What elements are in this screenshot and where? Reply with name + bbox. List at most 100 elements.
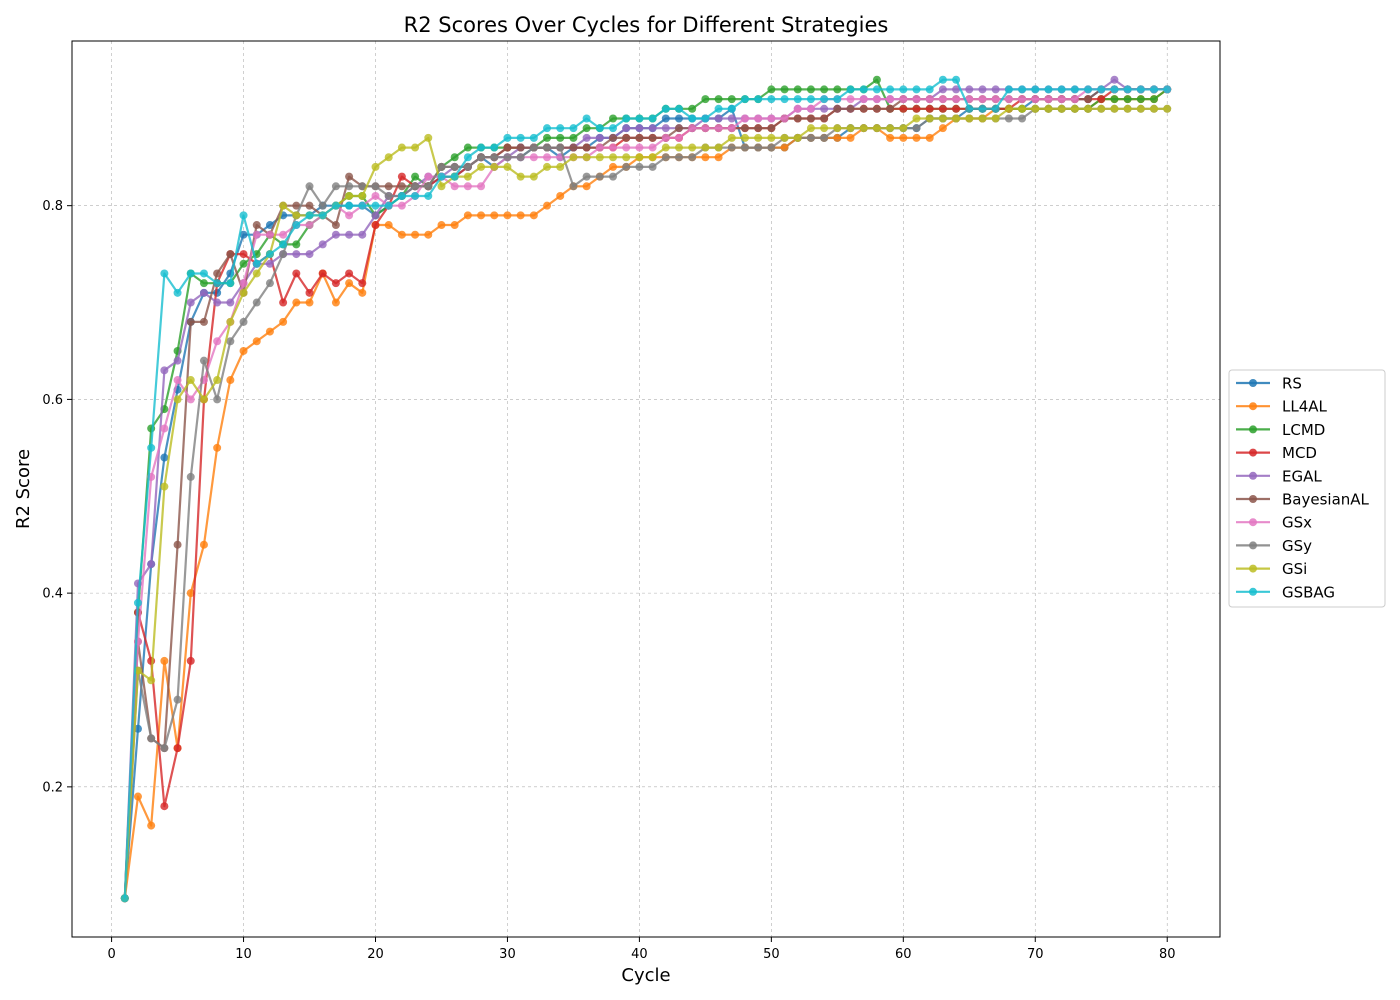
data-point xyxy=(727,133,736,142)
data-point xyxy=(1057,95,1066,104)
y-tick-label: 0.4 xyxy=(42,587,63,602)
data-point xyxy=(331,221,340,230)
data-point xyxy=(384,201,393,210)
data-point xyxy=(279,240,288,249)
data-point xyxy=(186,317,195,326)
data-point xyxy=(833,95,842,104)
data-point xyxy=(292,269,301,278)
legend-label: LL4AL xyxy=(1282,398,1328,416)
x-tick-label: 50 xyxy=(763,947,780,962)
data-point xyxy=(938,104,947,113)
data-point xyxy=(833,85,842,94)
data-point xyxy=(965,85,974,94)
data-point xyxy=(1163,85,1172,94)
legend-entry-mcd: MCD xyxy=(1236,444,1317,462)
data-point xyxy=(424,182,433,191)
data-point xyxy=(305,298,314,307)
data-point xyxy=(1018,95,1027,104)
data-point xyxy=(437,172,446,181)
data-point xyxy=(622,153,631,162)
data-point xyxy=(648,114,657,123)
data-point xyxy=(754,95,763,104)
data-point xyxy=(450,221,459,230)
data-point xyxy=(925,104,934,113)
data-point xyxy=(397,191,406,200)
data-point xyxy=(490,211,499,220)
data-point xyxy=(160,656,169,665)
data-point xyxy=(450,153,459,162)
data-point xyxy=(279,298,288,307)
x-tick-label: 30 xyxy=(499,947,516,962)
y-axis: 0.2 0.4 0.6 0.8 xyxy=(42,199,72,795)
data-point xyxy=(780,133,789,142)
data-point xyxy=(609,153,618,162)
data-point xyxy=(952,85,961,94)
data-point xyxy=(925,114,934,123)
data-point xyxy=(199,269,208,278)
data-point xyxy=(872,124,881,133)
data-point xyxy=(371,221,380,230)
data-point xyxy=(147,443,156,452)
data-point xyxy=(437,221,446,230)
data-point xyxy=(173,288,182,297)
legend-label: LCMD xyxy=(1282,421,1325,439)
data-point xyxy=(239,279,248,288)
data-point xyxy=(503,211,512,220)
data-point xyxy=(331,298,340,307)
data-point xyxy=(1110,95,1119,104)
data-point xyxy=(806,95,815,104)
data-point xyxy=(529,133,538,142)
data-point xyxy=(740,114,749,123)
data-point xyxy=(899,133,908,142)
data-point xyxy=(411,230,420,239)
data-point xyxy=(661,133,670,142)
data-point xyxy=(688,104,697,113)
data-point xyxy=(912,124,921,133)
data-point xyxy=(727,143,736,152)
data-point xyxy=(463,143,472,152)
data-point xyxy=(1018,85,1027,94)
data-point xyxy=(1018,114,1027,123)
data-point xyxy=(543,162,552,171)
data-point xyxy=(292,201,301,210)
data-point xyxy=(384,153,393,162)
data-point xyxy=(859,104,868,113)
data-point xyxy=(133,598,142,607)
data-point xyxy=(1097,95,1106,104)
legend-swatch-marker xyxy=(1249,471,1257,480)
data-point xyxy=(780,143,789,152)
data-point xyxy=(305,182,314,191)
data-point xyxy=(820,133,829,142)
data-point xyxy=(543,143,552,152)
data-point xyxy=(569,153,578,162)
data-point xyxy=(463,211,472,220)
data-point xyxy=(635,124,644,133)
data-point xyxy=(833,104,842,113)
data-point xyxy=(265,259,274,268)
data-point xyxy=(199,540,208,549)
data-point xyxy=(1031,85,1040,94)
plot-series xyxy=(120,75,1172,903)
data-point xyxy=(569,182,578,191)
data-point xyxy=(463,182,472,191)
data-point xyxy=(872,85,881,94)
data-point xyxy=(160,424,169,433)
data-point xyxy=(160,802,169,811)
data-point xyxy=(1123,85,1132,94)
data-point xyxy=(186,656,195,665)
data-point xyxy=(358,182,367,191)
data-point xyxy=(239,230,248,239)
data-point xyxy=(806,133,815,142)
data-point xyxy=(199,317,208,326)
data-point xyxy=(833,124,842,133)
data-point xyxy=(292,250,301,259)
data-point xyxy=(622,162,631,171)
data-point xyxy=(661,124,670,133)
data-point xyxy=(160,269,169,278)
legend-entry-egal: EGAL xyxy=(1236,467,1322,485)
data-point xyxy=(265,221,274,230)
data-point xyxy=(952,114,961,123)
data-point xyxy=(173,376,182,385)
data-point xyxy=(925,85,934,94)
